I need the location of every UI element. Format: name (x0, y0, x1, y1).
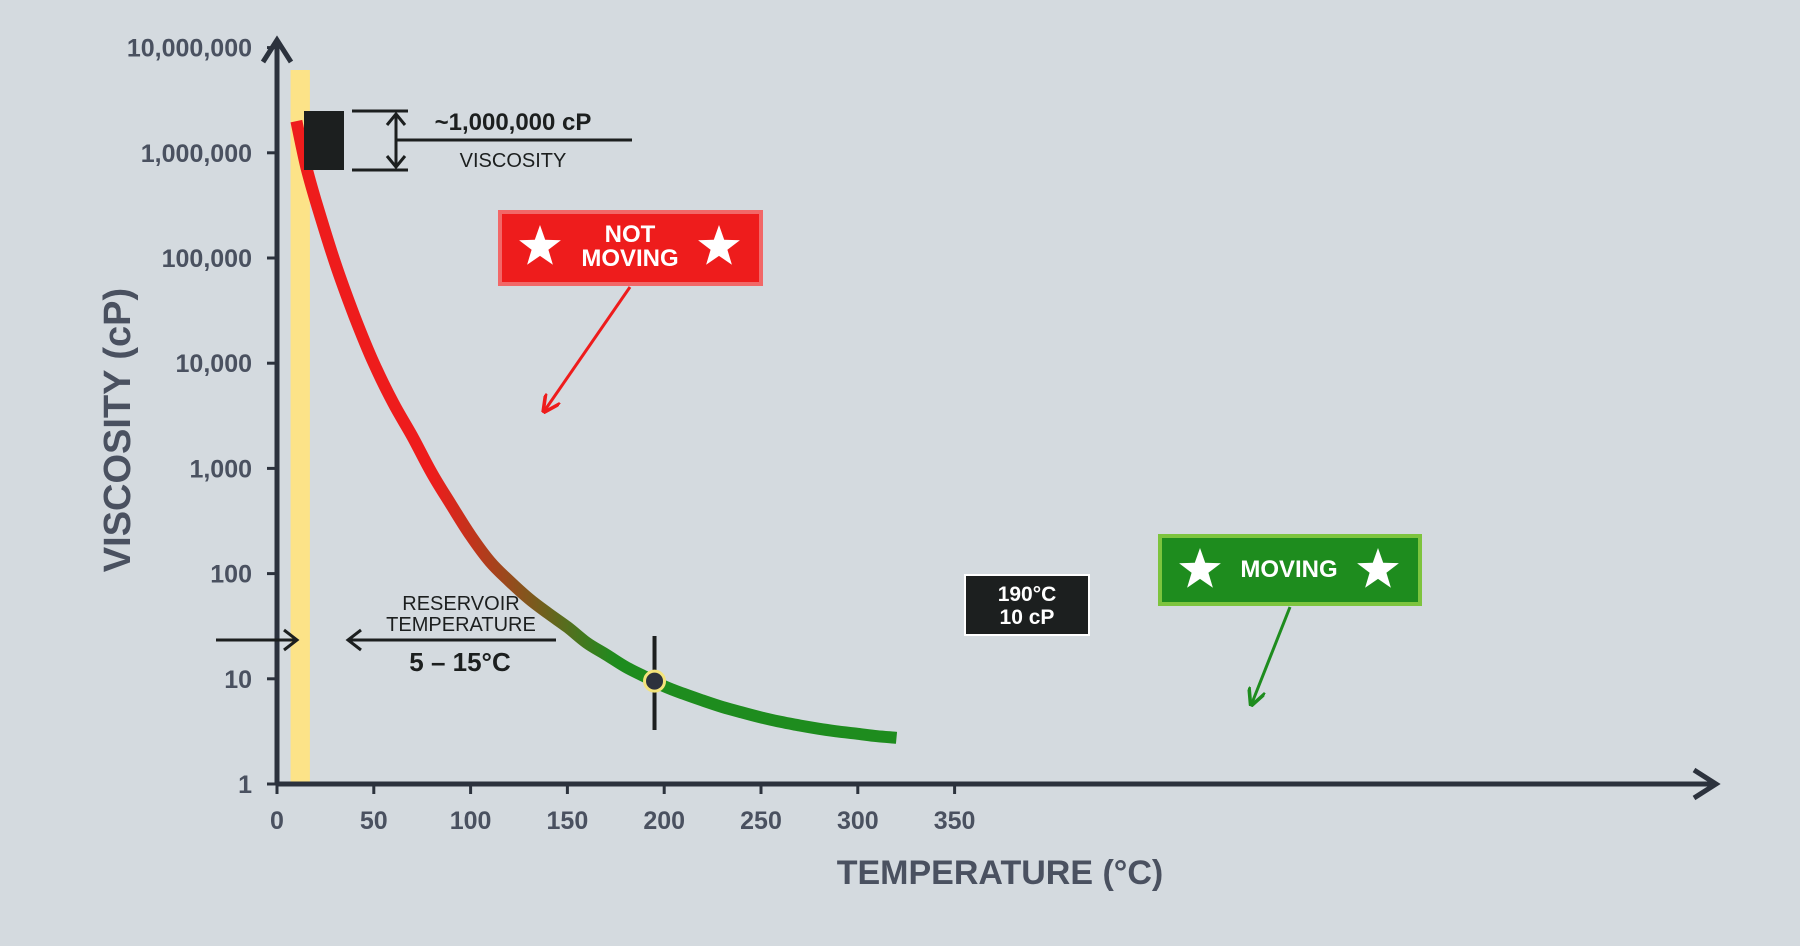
reservoir-label-line2: TEMPERATURE (386, 614, 536, 636)
y-tick-label: 1,000 (189, 455, 252, 483)
star-icon (698, 225, 740, 265)
x-tick-label: 200 (643, 807, 685, 835)
x-axis-arrowhead (1692, 767, 1721, 801)
reservoir-temperature-band (290, 70, 310, 784)
moving-arrow (1252, 606, 1292, 703)
reservoir-right-arrowhead (345, 628, 362, 652)
reservoir-label-line1: RESERVOIR (402, 593, 519, 615)
highlight-point (643, 669, 667, 693)
y-tick-label: 10 (224, 666, 252, 694)
star-icon (1357, 548, 1399, 588)
x-axis-label: TEMPERATURE (°C) (837, 854, 1164, 892)
x-tick-label: 250 (740, 807, 782, 835)
y-axis-label: VISCOSITY (cP) (97, 288, 139, 572)
not-moving-line2: MOVING (581, 245, 678, 272)
not-moving-callout: NOT MOVING (498, 210, 763, 410)
viscosity-marker-box (304, 111, 344, 170)
x-tick-labels: 0 50 100 150 200 250 300 350 (270, 784, 975, 835)
viscosity-bracket-annotation: ~1,000,000 cP VISCOSITY (304, 109, 632, 172)
x-tick-label: 50 (360, 807, 388, 835)
axes (260, 35, 1721, 801)
y-tick-label: 10,000,000 (127, 35, 252, 63)
moving-text: MOVING (1240, 556, 1337, 583)
point-label-line2: 10 cP (1000, 606, 1055, 629)
moving-callout: MOVING (1158, 534, 1422, 703)
y-tick-label: 10,000 (176, 350, 252, 378)
viscosity-caption-text: VISCOSITY (460, 150, 567, 172)
not-moving-arrow (545, 286, 632, 410)
x-tick-label: 100 (450, 807, 492, 835)
bracket-arrow-up (385, 111, 407, 126)
viscosity-value-text: ~1,000,000 cP (435, 109, 592, 136)
point-label-box (964, 574, 1090, 636)
x-tick-label: 350 (934, 807, 976, 835)
viscosity-curve (290, 119, 898, 744)
star-icon (1179, 548, 1221, 588)
bracket-arrow-down (385, 155, 407, 170)
y-tick-label: 100,000 (162, 245, 252, 273)
highlight-point-annotation: 190°C 10 cP (643, 574, 1090, 730)
x-tick-label: 150 (547, 807, 589, 835)
x-tick-label: 0 (270, 807, 284, 835)
reservoir-annotation: RESERVOIR TEMPERATURE 5 – 15°C (216, 593, 556, 677)
point-label-line1: 190°C (998, 583, 1057, 606)
star-icon (519, 225, 561, 265)
reservoir-range: 5 – 15°C (409, 647, 511, 677)
not-moving-line1: NOT (605, 221, 656, 248)
y-tick-label: 1,000,000 (141, 140, 252, 168)
reservoir-left-arrowhead (283, 628, 300, 652)
y-tick-label: 100 (210, 561, 252, 589)
x-tick-label: 300 (837, 807, 879, 835)
y-axis-arrowhead (260, 35, 294, 64)
y-tick-labels: 1 10 100 1,000 10,000 100,000 1,000,000 10,000,… (127, 35, 277, 799)
y-tick-label: 1 (238, 771, 252, 799)
